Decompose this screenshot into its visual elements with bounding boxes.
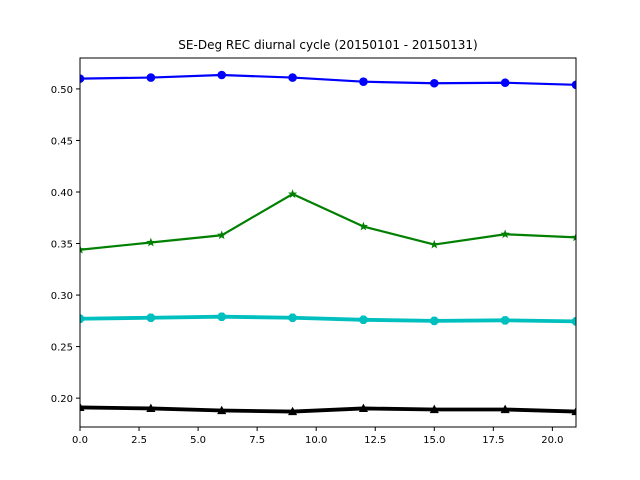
y-tick-label: 0.35 [51, 240, 73, 251]
series-3 [80, 312, 576, 326]
series-2-point [429, 239, 439, 249]
series-2-point [217, 230, 227, 240]
series-2-point [500, 229, 510, 239]
x-tick-label: 12.5 [364, 435, 386, 446]
series-1 [80, 70, 576, 90]
series-2-point [80, 244, 85, 254]
series-2-point [358, 221, 368, 231]
series-4-point [146, 403, 156, 413]
series-3-point [217, 312, 226, 321]
series-3-point [288, 313, 297, 322]
series-4-point [358, 403, 368, 413]
y-tick-label: 0.30 [51, 291, 73, 302]
x-tick-label: 0.0 [72, 435, 88, 446]
series-2-point [146, 237, 156, 247]
series-4 [80, 402, 576, 416]
x-tick-label: 10.0 [305, 435, 327, 446]
series-3-line [80, 314, 576, 324]
series-4-point [217, 405, 227, 415]
series-3-point [430, 316, 439, 326]
series-1-point [429, 78, 439, 88]
series-2-line [80, 192, 576, 251]
series-3-point [500, 316, 510, 325]
y-tick-label: 0.40 [51, 188, 73, 199]
plot-frame [79, 57, 577, 428]
series-1-point [288, 73, 297, 82]
series-1-point [146, 73, 156, 82]
chart-title: SE-Deg REC diurnal cycle (20150101 - 201… [178, 38, 477, 52]
series-4-point [429, 404, 439, 414]
axes-layer: 0.0 2.5 5.0 7.5 10.0 12.5 15.0 17.5 20.0 0.20 0.25… [51, 57, 577, 446]
series-layer [80, 70, 576, 416]
y-tick-label: 0.20 [51, 394, 73, 405]
series-3-point [359, 315, 368, 325]
x-tick-label: 20.0 [541, 435, 563, 446]
series-1-point [80, 74, 85, 83]
y-tick-label: 0.50 [51, 85, 73, 96]
series-4-line [80, 405, 576, 414]
series-1-point [500, 78, 510, 88]
series-4-point [80, 402, 85, 412]
x-tick-label: 5.0 [190, 435, 206, 446]
series-1-point [359, 77, 368, 87]
series-1-point [571, 80, 576, 90]
series-2-point [571, 232, 576, 242]
y-tick-label: 0.25 [51, 343, 73, 354]
series-1-line [80, 73, 576, 86]
x-tick-label: 15.0 [423, 435, 445, 446]
series-4-point [288, 406, 298, 416]
series-3-point [80, 314, 85, 324]
x-tick-label: 2.5 [131, 435, 147, 446]
series-4-point [500, 404, 510, 414]
y-tick-label: 0.45 [51, 136, 73, 147]
x-tick-label: 7.5 [249, 435, 265, 446]
series-2 [80, 189, 576, 254]
series-1-point [217, 70, 227, 80]
series-4-point [571, 406, 576, 416]
series-3-point [571, 317, 576, 326]
x-tick-label: 17.5 [482, 435, 504, 446]
series-3-point [146, 313, 156, 322]
series-2-point [288, 189, 298, 198]
